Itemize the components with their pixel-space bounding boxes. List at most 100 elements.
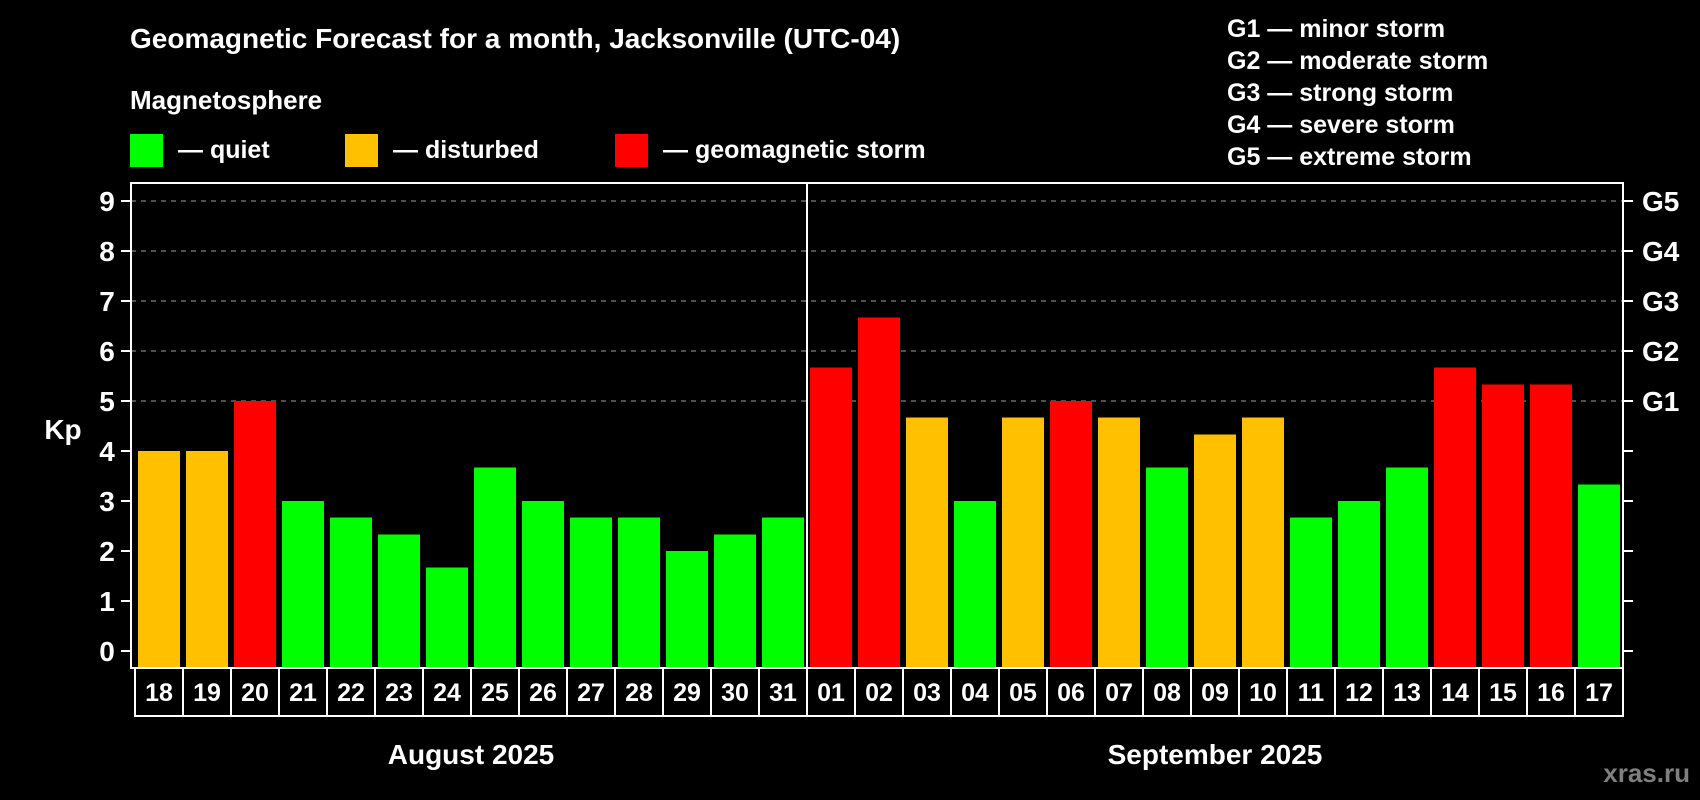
x-tick-label: 15 xyxy=(1489,679,1517,707)
bar-19 xyxy=(186,451,228,668)
storm-scale-item: G4 — severe storm xyxy=(1227,111,1455,139)
x-tick-label: 05 xyxy=(1009,679,1037,707)
x-tick-label: 30 xyxy=(721,679,749,707)
y-tick-label: 5 xyxy=(99,386,115,417)
storm-scale-item: G5 — extreme storm xyxy=(1227,143,1472,171)
y-tick-label: 6 xyxy=(99,336,115,367)
bar-11 xyxy=(1290,517,1332,668)
bar-04 xyxy=(954,501,996,668)
x-tick-label: 07 xyxy=(1105,679,1133,707)
y-tick-label: 2 xyxy=(99,536,115,567)
bar-09 xyxy=(1194,434,1236,668)
legend-label-disturbed: — disturbed xyxy=(393,136,539,164)
bar-03 xyxy=(906,417,948,668)
bar-26 xyxy=(522,501,564,668)
right-axis-label-g5: G5 xyxy=(1642,186,1679,217)
y-tick-label: 1 xyxy=(99,586,115,617)
legend-swatch-quiet xyxy=(130,134,163,167)
month-label: August 2025 xyxy=(388,739,555,770)
x-tick-label: 11 xyxy=(1298,679,1325,707)
x-tick-label: 31 xyxy=(769,679,797,707)
x-tick-label: 10 xyxy=(1249,679,1277,707)
bar-02 xyxy=(858,317,900,668)
x-tick-label: 19 xyxy=(193,679,221,707)
x-tick-label: 24 xyxy=(433,679,461,707)
right-axis: G1 G2 G3 G4 G5 xyxy=(1623,186,1680,652)
right-axis-label-g2: G2 xyxy=(1642,336,1679,367)
bar-05 xyxy=(1002,417,1044,668)
y-axis: 0 1 2 3 4 5 6 7 8 9 xyxy=(99,186,131,667)
bar-06 xyxy=(1050,401,1092,668)
legend: — quiet — disturbed — geomagnetic storm xyxy=(130,134,926,167)
legend-label-quiet: — quiet xyxy=(178,136,270,164)
x-tick-label: 13 xyxy=(1393,679,1421,707)
legend-swatch-storm xyxy=(615,134,648,167)
x-label-row xyxy=(134,667,1624,717)
y-tick-label: 7 xyxy=(99,286,115,317)
y-axis-label: Kp xyxy=(44,414,81,445)
bar-18 xyxy=(138,451,180,668)
x-tick-label: 02 xyxy=(865,679,893,707)
right-axis-label-g3: G3 xyxy=(1642,286,1679,317)
bar-30 xyxy=(714,534,756,668)
bar-27 xyxy=(570,517,612,668)
x-axis: 18 19 20 21 22 23 24 25 26 27 28 29 30 31 01 02 03 04 05 06… xyxy=(134,667,1624,770)
bar-07 xyxy=(1098,417,1140,668)
x-tick-label: 12 xyxy=(1345,679,1373,707)
x-tick-label: 16 xyxy=(1537,679,1565,707)
bar-31 xyxy=(762,517,804,668)
x-tick-label: 20 xyxy=(241,679,269,707)
bar-10 xyxy=(1242,417,1284,668)
x-tick-label: 09 xyxy=(1201,679,1229,707)
bars xyxy=(138,317,1620,668)
storm-scale-legend: G1 — minor storm G2 — moderate storm G3 — … xyxy=(1227,15,1488,171)
bar-25 xyxy=(474,467,516,668)
x-tick-label: 27 xyxy=(577,679,605,707)
right-axis-label-g4: G4 xyxy=(1642,236,1680,267)
x-tick-label: 14 xyxy=(1441,679,1469,707)
bar-13 xyxy=(1386,467,1428,668)
x-tick-label: 17 xyxy=(1585,679,1613,707)
x-tick-label: 26 xyxy=(529,679,557,707)
bar-16 xyxy=(1530,384,1572,668)
y-tick-label: 8 xyxy=(99,236,115,267)
right-axis-label-g1: G1 xyxy=(1642,386,1679,417)
x-tick-label: 06 xyxy=(1057,679,1085,707)
legend-swatch-disturbed xyxy=(345,134,378,167)
x-tick-label: 18 xyxy=(145,679,173,707)
bar-01 xyxy=(810,367,852,668)
y-tick-label: 0 xyxy=(99,636,115,667)
legend-title: Magnetosphere xyxy=(130,85,322,115)
x-tick-label: 08 xyxy=(1153,679,1181,707)
bar-21 xyxy=(282,501,324,668)
bar-28 xyxy=(618,517,660,668)
bar-29 xyxy=(666,551,708,668)
bar-08 xyxy=(1146,467,1188,668)
y-tick-label: 9 xyxy=(99,186,115,217)
bar-22 xyxy=(330,517,372,668)
month-label: September 2025 xyxy=(1108,739,1323,770)
chart-title: Geomagnetic Forecast for a month, Jackso… xyxy=(130,23,900,54)
storm-scale-item: G2 — moderate storm xyxy=(1227,47,1488,75)
x-tick-label: 22 xyxy=(337,679,365,707)
watermark: xras.ru xyxy=(1603,758,1690,788)
grid-lines xyxy=(131,200,1623,402)
x-tick-label: 21 xyxy=(289,679,317,707)
legend-label-storm: — geomagnetic storm xyxy=(663,136,926,164)
bar-23 xyxy=(378,534,420,668)
x-tick-label: 01 xyxy=(817,679,845,707)
storm-scale-item: G1 — minor storm xyxy=(1227,15,1445,43)
bar-20 xyxy=(234,401,276,668)
x-tick-label: 04 xyxy=(961,679,989,707)
y-tick-label: 4 xyxy=(99,436,115,467)
x-tick-label: 25 xyxy=(481,679,509,707)
x-tick-label: 03 xyxy=(913,679,941,707)
bar-12 xyxy=(1338,501,1380,668)
bar-15 xyxy=(1482,384,1524,668)
y-tick-label: 3 xyxy=(99,486,115,517)
x-tick-label: 28 xyxy=(625,679,653,707)
bar-24 xyxy=(426,567,468,668)
x-tick-label: 29 xyxy=(673,679,701,707)
bar-14 xyxy=(1434,367,1476,668)
